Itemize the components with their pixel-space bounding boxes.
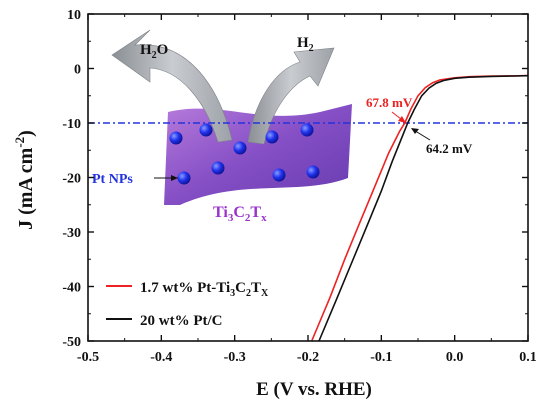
x-tick-label: 0.1	[519, 350, 537, 365]
y-tick-label: -20	[62, 172, 81, 187]
x-tick-label: -0.4	[150, 350, 172, 365]
label-h2: H2	[297, 35, 314, 54]
x-tick-label: -0.5	[77, 350, 99, 365]
pt-nanoparticle	[265, 130, 279, 144]
y-tick-label: 10	[67, 8, 81, 23]
annotation-red-overpotential: 67.8 mV	[366, 95, 413, 110]
inset-illustration: H2O H2 Pt NPs Ti3C2Tx	[92, 29, 352, 224]
h2o-arrow	[111, 29, 233, 143]
x-tick-label: -0.1	[370, 350, 392, 365]
pt-nanoparticle	[300, 123, 314, 137]
y-tick-label: 0	[74, 63, 81, 78]
pt-nanoparticle	[199, 123, 213, 137]
x-axis-label: E (V vs. RHE)	[256, 379, 372, 400]
pt-nanoparticle	[306, 165, 320, 179]
label-ti3c2tx: Ti3C2Tx	[213, 204, 267, 224]
pt-nanoparticle	[272, 168, 286, 182]
label-pt-nps: Pt NPs	[92, 172, 133, 187]
annotation-black-arrowhead	[411, 128, 419, 134]
pt-nanoparticle	[177, 171, 191, 185]
legend-label-black: 20 wt% Pt/C	[140, 313, 223, 329]
plot-area: -0.5 -0.4 -0.3 -0.2 -0.1 0.0 0.1 10 0 -10 -20 -30 -4…	[62, 8, 536, 365]
x-tick-label: -0.2	[297, 350, 319, 365]
pt-nps-pointer-head	[171, 175, 178, 181]
pt-nanoparticle	[211, 161, 225, 175]
annotation-black-overpotential: 64.2 mV	[426, 141, 473, 156]
series-line-1	[318, 74, 529, 342]
legend: 1.7 wt% Pt-Ti3C2TX 20 wt% Pt/C	[106, 280, 269, 329]
y-axis-label: J (mA cm-2)	[12, 130, 37, 230]
h2-arrow	[247, 47, 335, 145]
y-tick-label: -50	[62, 335, 81, 350]
legend-label-red: 1.7 wt% Pt-Ti3C2TX	[140, 280, 269, 299]
x-tick-label: 0.0	[446, 350, 464, 365]
pt-nanoparticles	[169, 123, 320, 185]
y-tick-label: -30	[62, 226, 81, 241]
pt-nanoparticle	[169, 131, 183, 145]
label-h2o: H2O	[140, 42, 168, 61]
y-tick-label: -40	[62, 281, 81, 296]
y-tick-label: -10	[62, 117, 81, 132]
pt-nanoparticle	[233, 141, 247, 155]
annotation-red-arrowhead	[398, 116, 406, 123]
x-tick-label: -0.3	[224, 350, 246, 365]
